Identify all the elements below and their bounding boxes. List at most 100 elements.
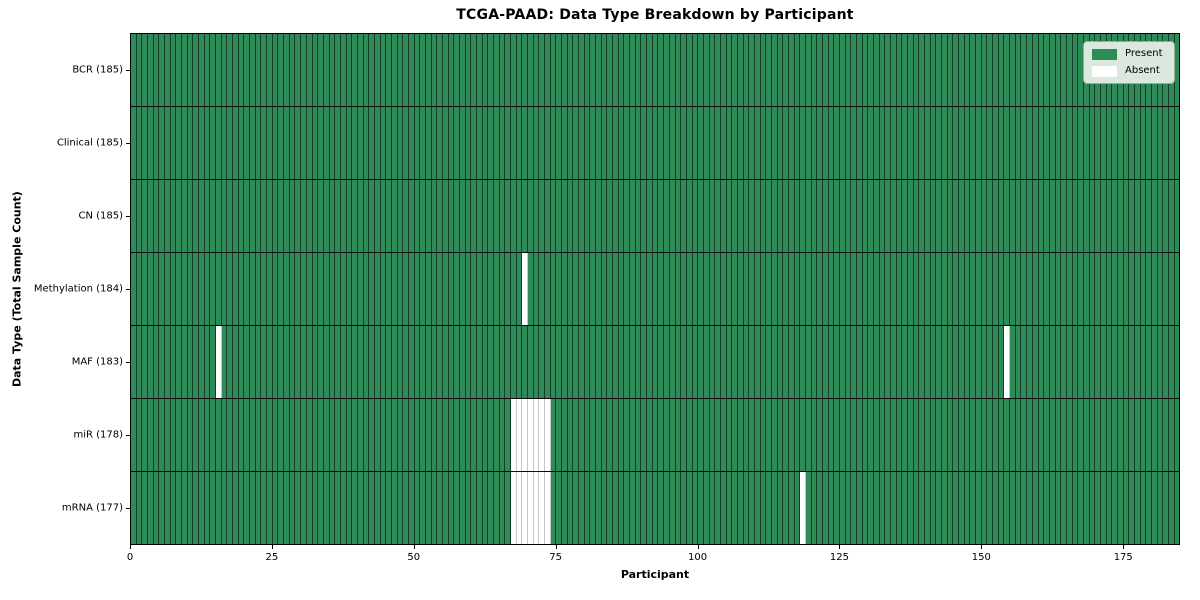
heatmap-cell [959, 253, 965, 325]
heatmap-cell [885, 180, 892, 252]
heatmap-cell [1049, 253, 1056, 325]
heatmap-cell [630, 107, 636, 179]
heatmap-cell [885, 399, 892, 471]
heatmap-cell [607, 34, 614, 106]
heatmap-cell [908, 180, 914, 252]
heatmap-cell [675, 326, 682, 398]
heatmap-cell [346, 34, 353, 106]
heatmap-cell [1004, 472, 1011, 544]
heatmap-cell [431, 107, 438, 179]
heatmap-cell [709, 180, 716, 252]
heatmap-cell [970, 107, 977, 179]
heatmap-cell [1066, 34, 1073, 106]
heatmap-cell [465, 399, 472, 471]
heatmap-row-BCR [131, 34, 1180, 107]
heatmap-cell [845, 326, 852, 398]
heatmap-cell [964, 399, 971, 471]
heatmap-cell [613, 472, 619, 544]
heatmap-cell [584, 34, 591, 106]
heatmap-cell [596, 253, 602, 325]
heatmap-cell [148, 34, 154, 106]
heatmap-cell [664, 107, 670, 179]
heatmap-cell [1157, 399, 1164, 471]
heatmap-cell [244, 34, 251, 106]
heatmap-cell [749, 34, 755, 106]
heatmap-cell [1129, 253, 1135, 325]
heatmap-cell [306, 107, 313, 179]
heatmap-cell [630, 34, 636, 106]
heatmap-cell [329, 472, 336, 544]
heatmap-cell [136, 180, 143, 252]
heatmap-cell [942, 107, 948, 179]
heatmap-cell [942, 472, 948, 544]
heatmap-cell [1021, 34, 1028, 106]
heatmap-cell [1072, 253, 1079, 325]
heatmap-cell [1168, 472, 1175, 544]
heatmap-cell [482, 34, 489, 106]
heatmap-cell [539, 34, 546, 106]
heatmap-cell [1151, 180, 1158, 252]
heatmap-cell [182, 180, 188, 252]
heatmap-cell [567, 253, 574, 325]
heatmap-cell [624, 253, 631, 325]
heatmap-cell [1038, 107, 1045, 179]
heatmap-cell [1163, 253, 1169, 325]
heatmap-cell [970, 472, 977, 544]
heatmap-cell [516, 107, 523, 179]
heatmap-cell [494, 34, 500, 106]
heatmap-cell [902, 326, 909, 398]
heatmap-cell [760, 326, 767, 398]
heatmap-cell [295, 326, 302, 398]
heatmap-cell [800, 399, 806, 471]
heatmap-cell [528, 326, 534, 398]
heatmap-cell [528, 253, 534, 325]
heatmap-cell [312, 399, 319, 471]
heatmap-cell [584, 326, 591, 398]
heatmap-cell [998, 253, 1005, 325]
heatmap-cell [148, 326, 154, 398]
heatmap-cell [216, 253, 222, 325]
heatmap-cell [488, 326, 494, 398]
heatmap-cell [754, 180, 761, 252]
heatmap-cell [1129, 399, 1135, 471]
heatmap-cell [545, 253, 551, 325]
heatmap-cell [1066, 472, 1073, 544]
heatmap-cell [1049, 472, 1056, 544]
heatmap-cell [1117, 326, 1124, 398]
heatmap-cell [352, 107, 358, 179]
heatmap-cell [505, 472, 512, 544]
heatmap-cell [204, 399, 211, 471]
heatmap-cell [1095, 107, 1101, 179]
heatmap-cell [834, 34, 840, 106]
heatmap-cell [981, 326, 988, 398]
heatmap-cell [437, 253, 443, 325]
heatmap-cell [891, 253, 897, 325]
heatmap-cell [199, 107, 205, 179]
heatmap-cell [1134, 107, 1141, 179]
heatmap-cell [964, 472, 971, 544]
heatmap-cell [919, 399, 926, 471]
heatmap-cell [1055, 253, 1062, 325]
heatmap-cell [335, 180, 341, 252]
heatmap-cell [732, 326, 738, 398]
heatmap-cell [499, 399, 506, 471]
heatmap-cell [176, 399, 183, 471]
heatmap-cell [408, 472, 415, 544]
x-tick-label: 0 [126, 552, 134, 563]
heatmap-cell [743, 34, 750, 106]
heatmap-cell [1061, 180, 1067, 252]
heatmap-row-CN [131, 180, 1180, 253]
heatmap-cell [709, 107, 716, 179]
heatmap-cell [601, 180, 608, 252]
heatmap-cell [459, 253, 466, 325]
legend-entry-absent: Absent [1092, 65, 1166, 77]
heatmap-cell [981, 107, 988, 179]
heatmap-cell [1061, 472, 1067, 544]
heatmap-cell [340, 399, 347, 471]
heatmap-cell [272, 180, 279, 252]
heatmap-cell [715, 326, 721, 398]
heatmap-cell [800, 472, 806, 544]
heatmap-cell [647, 180, 653, 252]
heatmap-cell [573, 326, 580, 398]
heatmap-cell [488, 107, 494, 179]
